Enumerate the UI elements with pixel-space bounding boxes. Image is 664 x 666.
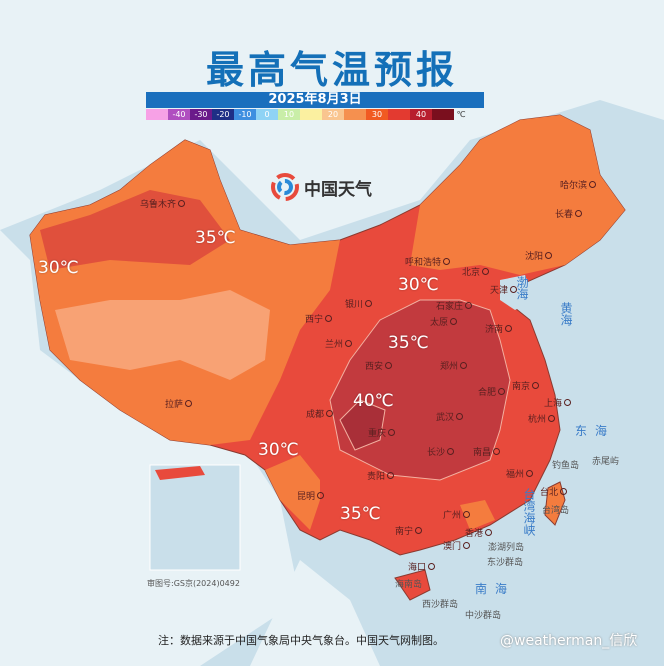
city-label: 长沙 xyxy=(427,448,454,459)
legend-swatch: 30 xyxy=(366,109,388,120)
city-label: 济南 xyxy=(485,325,512,336)
city-label: 沈阳 xyxy=(525,252,552,263)
city-label: 海口 xyxy=(408,563,435,574)
logo-swirl-icon xyxy=(271,173,299,201)
city-label: 石家庄 xyxy=(436,302,472,313)
island-label: 钓鱼岛 xyxy=(552,461,580,471)
sea-label: 南海 xyxy=(475,582,516,596)
island-label: 东沙群岛 xyxy=(487,558,524,568)
island-label: 赤尾屿 xyxy=(592,457,620,467)
city-label: 澳门 xyxy=(443,542,470,553)
temperature-contour-label: 35℃ xyxy=(195,228,236,248)
city-label: 合肥 xyxy=(478,388,505,399)
city-label: 广州 xyxy=(443,511,470,522)
city-label: 成都 xyxy=(306,410,333,421)
city-label: 西宁 xyxy=(305,315,332,326)
temperature-contour-label: 30℃ xyxy=(398,275,439,295)
city-label: 福州 xyxy=(506,470,533,481)
inset-land xyxy=(155,466,205,480)
sea-label: 东海 xyxy=(575,424,616,438)
island-label: 台湾岛 xyxy=(542,506,570,516)
legend-unit: ℃ xyxy=(456,110,466,119)
city-label: 南京 xyxy=(512,382,539,393)
source-note: 注：数据来源于中国气象局中央气象台。中国天气网制图。 xyxy=(158,634,444,647)
city-label: 银川 xyxy=(345,300,372,311)
city-label: 香港 xyxy=(465,529,492,540)
date-bar: 2025年8月3日 xyxy=(146,92,484,108)
bohai-sea-area xyxy=(500,275,535,310)
city-label: 长春 xyxy=(555,210,582,221)
sea-label: 渤海 xyxy=(515,276,529,300)
city-label: 西安 xyxy=(365,362,392,373)
city-label: 上海 xyxy=(544,399,571,410)
city-label: 天津 xyxy=(490,286,517,297)
city-label: 太原 xyxy=(430,318,457,329)
city-label: 南昌 xyxy=(473,448,500,459)
island-label: 中沙群岛 xyxy=(465,611,502,621)
island-label: 海南岛 xyxy=(395,580,423,590)
logo-text: 中国天气 xyxy=(304,179,372,200)
south-sea-inset xyxy=(149,464,241,571)
legend-swatch xyxy=(388,109,410,120)
temperature-contour-label: 35℃ xyxy=(388,333,429,353)
city-label: 郑州 xyxy=(440,362,467,373)
city-label: 兰州 xyxy=(325,340,352,351)
island-label: 西沙群岛 xyxy=(422,600,459,610)
city-label: 贵阳 xyxy=(367,472,394,483)
city-label: 哈尔滨 xyxy=(560,181,596,192)
zone-plateau xyxy=(55,290,270,380)
legend-swatch: 10 xyxy=(278,109,300,120)
watermark: @weatherman_信欣 xyxy=(500,633,638,649)
legend-swatch xyxy=(146,109,168,120)
temperature-contour-label: 35℃ xyxy=(340,504,381,524)
map-title: 最高气温预报 xyxy=(205,48,458,92)
legend-swatch: 0 xyxy=(256,109,278,120)
island-label: 澎湖列岛 xyxy=(488,543,525,553)
approval-number: 审图号:GS京(2024)0492 xyxy=(147,579,240,588)
city-label: 呼和浩特 xyxy=(405,258,450,269)
city-label: 台北 xyxy=(540,488,567,499)
temperature-legend: -40 -30 -20 -10 0 10 20 30 40 ℃ xyxy=(146,109,468,120)
temperature-contour-label: 40℃ xyxy=(353,391,394,411)
legend-swatch: 40 xyxy=(410,109,432,120)
temperature-contour-label: 30℃ xyxy=(38,258,79,278)
legend-swatch: 20 xyxy=(322,109,344,120)
zone-ne-orange xyxy=(410,115,625,275)
legend-swatch xyxy=(300,109,322,120)
legend-swatch: -10 xyxy=(234,109,256,120)
sea-label: 台湾海峡 xyxy=(522,488,536,536)
legend-swatch: -30 xyxy=(190,109,212,120)
legend-swatch xyxy=(344,109,366,120)
city-label: 重庆 xyxy=(368,429,395,440)
city-label: 北京 xyxy=(462,268,489,279)
sea-label: 黄海 xyxy=(559,302,573,326)
city-label: 拉萨 xyxy=(165,400,192,411)
china-weather-logo: 中国天气 xyxy=(270,172,372,202)
legend-swatch xyxy=(432,109,454,120)
city-label: 南宁 xyxy=(395,527,422,538)
legend-swatch: -20 xyxy=(212,109,234,120)
city-label: 昆明 xyxy=(297,492,324,503)
city-label: 乌鲁木齐 xyxy=(140,200,185,211)
city-label: 武汉 xyxy=(436,413,463,424)
city-label: 杭州 xyxy=(528,415,555,426)
temperature-contour-label: 30℃ xyxy=(258,440,299,460)
legend-swatch: -40 xyxy=(168,109,190,120)
